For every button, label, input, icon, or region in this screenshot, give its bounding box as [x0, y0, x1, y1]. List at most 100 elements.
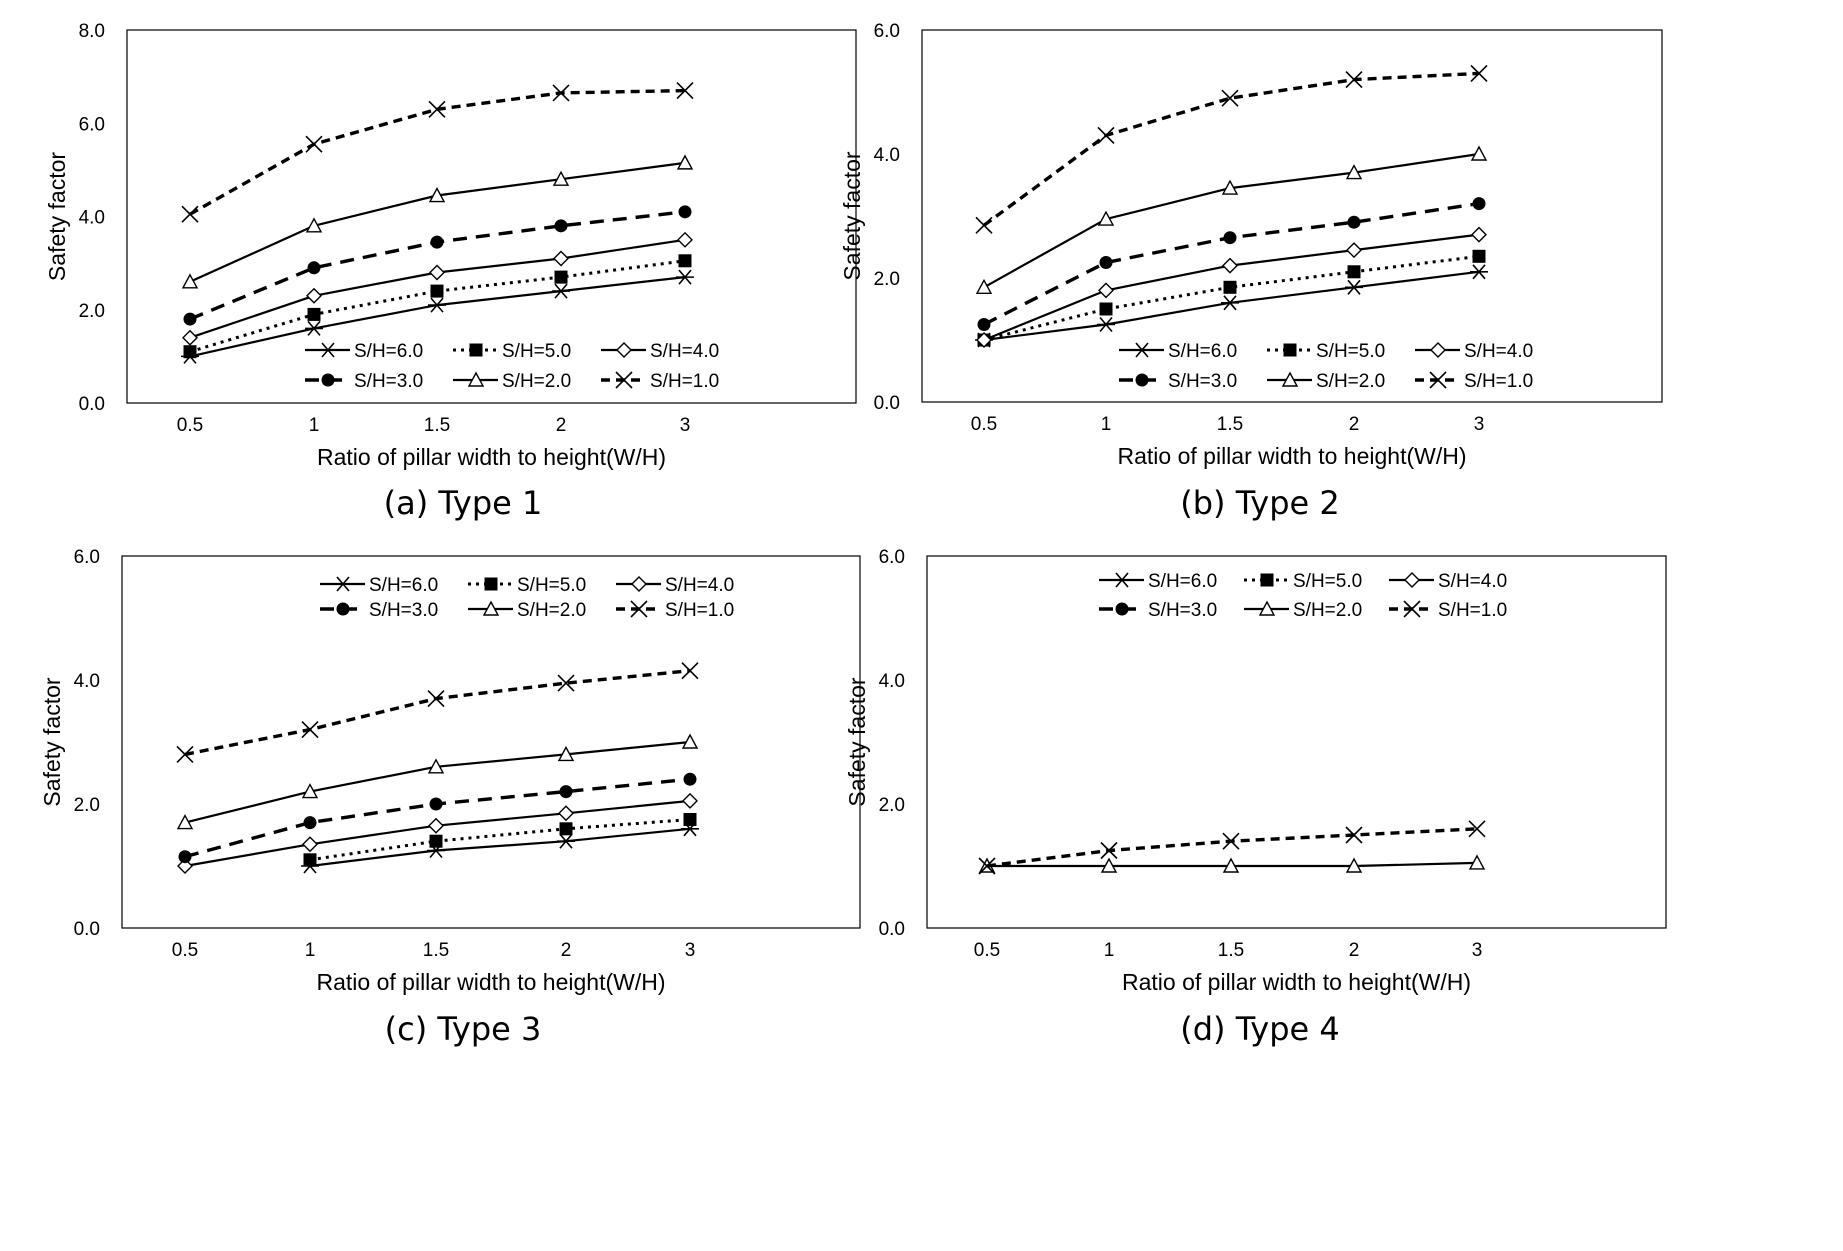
legend-label: S/H=2.0 — [517, 600, 586, 621]
legend-marker — [1404, 572, 1420, 588]
legend-label: S/H=5.0 — [517, 575, 586, 596]
x-tick-label: 0.5 — [974, 940, 1000, 961]
data-point — [428, 817, 444, 834]
data-point — [182, 329, 198, 346]
y-tick-label: 6.0 — [79, 114, 105, 135]
y-tick-label: 4.0 — [74, 671, 100, 692]
data-point — [1468, 820, 1486, 838]
data-point — [558, 805, 574, 822]
data-point — [430, 235, 444, 249]
data-point — [1345, 71, 1363, 89]
legend-marker — [1403, 600, 1421, 618]
x-tick-label: 0.5 — [177, 415, 203, 436]
legend-marker — [616, 342, 632, 358]
data-point — [676, 269, 694, 285]
y-tick-label: 2.0 — [874, 269, 900, 290]
data-point — [1099, 256, 1113, 269]
y-tick-label: 6.0 — [879, 547, 905, 568]
data-point — [559, 785, 573, 799]
chart-panel-type-3: 0.0 2.0 4.0 6.0 0.5 1 1.5 2 3 Ratio of pillar wid… — [0, 0, 920, 1251]
data-point — [305, 320, 323, 336]
data-point — [552, 84, 570, 102]
data-point — [678, 205, 692, 219]
data-point — [557, 745, 575, 762]
data-point — [428, 187, 446, 203]
legend-marker — [482, 600, 500, 616]
y-tick-label: 4.0 — [879, 671, 905, 692]
data-point — [553, 250, 569, 267]
data-point — [1222, 832, 1240, 850]
legend-label: S/H=3.0 — [354, 371, 423, 392]
legend-label: S/H=3.0 — [369, 600, 438, 621]
data-point — [1471, 226, 1487, 243]
x-tick-label: 3 — [685, 940, 696, 961]
data-point — [302, 836, 318, 853]
chart-caption-type-3: (c) Type 3 — [384, 1010, 542, 1048]
data-point — [303, 853, 317, 867]
data-point — [305, 217, 323, 233]
x-tick-label: 2 — [1349, 940, 1360, 961]
data-point — [1097, 210, 1115, 226]
plot-area-frame — [126, 29, 857, 404]
x-tick-label: 1.5 — [1217, 414, 1243, 435]
data-point — [1221, 89, 1239, 107]
legend-label: S/H=1.0 — [1438, 600, 1507, 621]
data-point — [676, 82, 694, 100]
data-point — [975, 278, 993, 294]
chart-panel-type-2: 0.0 2.0 4.0 6.0 0.5 1 1.5 2 3 Ratio of pillar wid… — [839, 21, 1663, 522]
data-point — [429, 834, 443, 848]
legend-marker — [469, 343, 483, 357]
y-tick-label: 2.0 — [879, 795, 905, 816]
y-axis-title: Safety factor — [839, 151, 865, 280]
series-line — [309, 827, 691, 868]
data-point — [1100, 841, 1118, 860]
legend-label: S/H=2.0 — [1316, 371, 1385, 392]
data-point — [1222, 857, 1240, 873]
x-tick-label: 2 — [561, 940, 572, 961]
x-tick-label: 1 — [1101, 414, 1112, 435]
data-point — [681, 733, 699, 749]
y-tick-label: 0.0 — [74, 919, 100, 940]
data-point — [176, 745, 194, 763]
legend-label: S/H=4.0 — [1438, 571, 1507, 592]
legend-marker — [1283, 343, 1297, 357]
x-axis-title: Ratio of pillar width to height(W/H) — [1122, 969, 1471, 995]
x-tick-label: 0.5 — [172, 940, 198, 961]
data-point — [676, 154, 694, 170]
x-tick-label: 2 — [1349, 414, 1360, 435]
y-tick-label: 0.0 — [879, 919, 905, 940]
data-point — [181, 205, 199, 223]
legend-marker — [631, 576, 647, 592]
data-point — [1345, 279, 1363, 295]
data-point — [1472, 249, 1486, 263]
chart-svg-type-2: 0.0 2.0 4.0 6.0 0.5 1 1.5 2 3 Ratio of pillar wid… — [839, 21, 1663, 469]
legend-marker — [1135, 373, 1149, 387]
x-tick-label: 3 — [680, 415, 691, 436]
legend-marker — [1258, 600, 1276, 616]
data-point — [1345, 857, 1363, 873]
x-tick-label: 1 — [309, 415, 320, 436]
data-point — [1100, 857, 1118, 873]
legend-marker — [1430, 342, 1446, 358]
legend-marker — [321, 373, 335, 387]
series-line — [983, 254, 1480, 342]
data-point — [682, 792, 698, 809]
data-point — [1221, 295, 1239, 311]
legend-marker — [319, 342, 337, 358]
legend-marker — [336, 602, 350, 616]
data-point — [1472, 197, 1486, 211]
legend-label: S/H=4.0 — [1464, 341, 1533, 362]
chart-caption-type-2: (b) Type 2 — [1180, 484, 1340, 522]
x-tick-label: 1.5 — [424, 415, 450, 436]
data-point — [1470, 145, 1488, 161]
legend-marker — [630, 600, 648, 618]
data-point — [427, 758, 445, 774]
data-point — [1222, 257, 1238, 274]
x-axis-title: Ratio of pillar width to height(W/H) — [317, 969, 666, 995]
y-tick-label: 8.0 — [79, 21, 105, 42]
legend-marker — [615, 371, 633, 389]
chart-caption-type-1: (a) Type 1 — [383, 484, 543, 522]
y-axis-title: Safety factor — [44, 152, 70, 281]
data-point — [1345, 164, 1363, 180]
data-point — [307, 261, 321, 275]
